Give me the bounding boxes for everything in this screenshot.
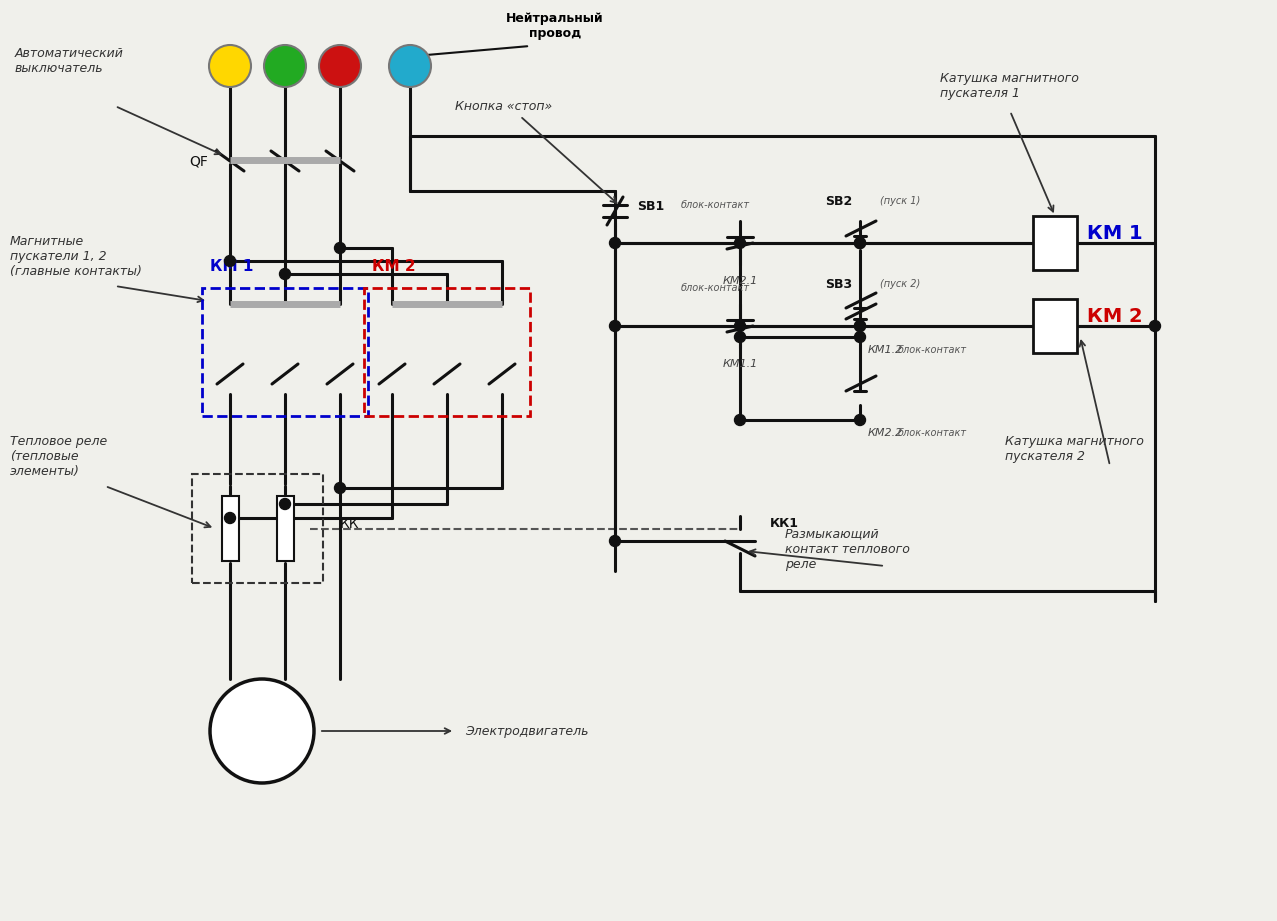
Text: КМ 1: КМ 1: [209, 259, 253, 274]
Circle shape: [854, 321, 866, 332]
Circle shape: [854, 238, 866, 249]
Text: КМ1.2: КМ1.2: [867, 345, 903, 355]
Circle shape: [1149, 321, 1161, 332]
Text: Катушка магнитного
пускателя 1: Катушка магнитного пускателя 1: [940, 72, 1079, 100]
Circle shape: [389, 45, 432, 87]
Text: Катушка магнитного
пускателя 2: Катушка магнитного пускателя 2: [1005, 435, 1144, 463]
Circle shape: [280, 498, 290, 509]
Text: блок-контакт: блок-контакт: [681, 200, 750, 210]
Text: М: М: [249, 719, 275, 743]
Text: Кнопка «стоп»: Кнопка «стоп»: [455, 99, 552, 112]
Text: B: B: [280, 60, 290, 73]
Bar: [1033, 299, 1077, 353]
Circle shape: [209, 679, 314, 783]
Text: SB1: SB1: [637, 200, 664, 213]
Circle shape: [319, 45, 361, 87]
Text: КК1: КК1: [770, 517, 799, 530]
Text: блок-контакт: блок-контакт: [898, 428, 967, 438]
Circle shape: [335, 242, 346, 253]
Circle shape: [335, 483, 346, 494]
Bar: [221, 496, 239, 561]
Circle shape: [734, 332, 746, 343]
Text: SB2: SB2: [825, 194, 852, 207]
Text: (пуск 1): (пуск 1): [880, 196, 921, 206]
Circle shape: [854, 332, 866, 343]
Circle shape: [209, 45, 252, 87]
Text: Магнитные
пускатели 1, 2
(главные контакты): Магнитные пускатели 1, 2 (главные контак…: [10, 235, 142, 277]
Text: КМ2.2: КМ2.2: [867, 428, 903, 438]
Text: КМ 2: КМ 2: [1087, 307, 1143, 325]
Text: КМ 2: КМ 2: [372, 259, 415, 274]
Text: (пуск 2): (пуск 2): [880, 279, 921, 289]
Text: КМ1.1: КМ1.1: [723, 359, 757, 369]
Circle shape: [609, 238, 621, 249]
Text: блок-контакт: блок-контакт: [898, 345, 967, 355]
Bar: [277, 496, 294, 561]
Text: Тепловое реле
(тепловые
элементы): Тепловое реле (тепловые элементы): [10, 435, 107, 477]
Text: N: N: [405, 60, 415, 73]
Text: Нейтральный
провод: Нейтральный провод: [506, 12, 604, 40]
Circle shape: [734, 238, 746, 249]
Bar: [1033, 216, 1077, 270]
Circle shape: [264, 45, 306, 87]
Circle shape: [225, 255, 235, 266]
Circle shape: [854, 321, 866, 332]
Circle shape: [609, 321, 621, 332]
Text: Электродвигатель: Электродвигатель: [465, 725, 589, 738]
Circle shape: [854, 238, 866, 249]
Text: блок-контакт: блок-контакт: [681, 283, 750, 293]
Bar: [202, 288, 368, 416]
Circle shape: [280, 269, 290, 279]
Text: КМ 1: КМ 1: [1087, 224, 1143, 242]
Circle shape: [854, 414, 866, 426]
Text: QF: QF: [189, 154, 208, 168]
Text: КК: КК: [340, 517, 360, 530]
Text: A: A: [225, 60, 235, 73]
Text: Размыкающий
контакт теплового
реле: Размыкающий контакт теплового реле: [785, 528, 911, 570]
Bar: [192, 474, 323, 583]
Bar: [364, 288, 530, 416]
Text: SB3: SB3: [825, 277, 852, 290]
Circle shape: [609, 535, 621, 546]
Text: Автоматический
выключатель: Автоматический выключатель: [15, 47, 124, 75]
Text: КМ2.1: КМ2.1: [723, 276, 757, 286]
Text: C: C: [336, 60, 345, 73]
Circle shape: [225, 512, 235, 523]
Circle shape: [734, 321, 746, 332]
Circle shape: [734, 414, 746, 426]
